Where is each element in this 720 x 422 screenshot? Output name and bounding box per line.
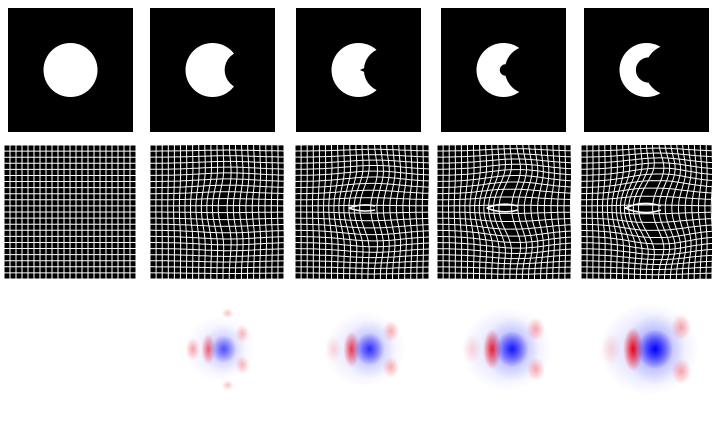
grid-panel-5 bbox=[581, 145, 712, 279]
negative-halo bbox=[625, 313, 686, 386]
fold-highlight bbox=[348, 204, 376, 212]
field-panel-2 bbox=[150, 292, 284, 422]
shape-panel-1 bbox=[8, 8, 133, 132]
grid-lines bbox=[150, 145, 284, 279]
shape-panel-2 bbox=[150, 8, 275, 132]
negative-halo bbox=[202, 323, 246, 375]
grid-panel-2 bbox=[150, 145, 284, 279]
positive-lobe bbox=[221, 308, 234, 319]
field-panel-1 bbox=[4, 292, 136, 422]
negative-halo bbox=[484, 316, 540, 382]
positive-lobe bbox=[325, 336, 342, 363]
shape-image-row bbox=[8, 8, 709, 132]
grid-panel-4 bbox=[437, 145, 571, 279]
shape-panel-4 bbox=[441, 8, 566, 132]
positive-lobe bbox=[185, 337, 200, 361]
positive-lobe bbox=[221, 380, 234, 391]
grid-panel-3 bbox=[295, 145, 429, 279]
shape-silhouette bbox=[296, 8, 421, 132]
shape-silhouette bbox=[441, 8, 566, 132]
field-panel-4 bbox=[437, 292, 571, 422]
field-panel-3 bbox=[295, 292, 429, 422]
fold-highlight bbox=[486, 203, 519, 213]
shape-silhouette bbox=[584, 8, 709, 132]
fold-highlight bbox=[624, 202, 662, 214]
shape-panel-5 bbox=[584, 8, 709, 132]
positive-lobe bbox=[463, 334, 482, 364]
negative-halo bbox=[345, 319, 395, 379]
positive-lobe bbox=[601, 333, 622, 366]
field-panel-5 bbox=[581, 292, 712, 422]
signed-field-row bbox=[4, 292, 712, 422]
shape-silhouette bbox=[8, 8, 133, 132]
grid-lines bbox=[4, 145, 136, 279]
grid-panel-1 bbox=[4, 145, 136, 279]
grid-lines bbox=[581, 145, 712, 279]
shape-silhouette bbox=[150, 8, 275, 132]
grid-lines bbox=[437, 145, 571, 279]
shape-panel-3 bbox=[296, 8, 421, 132]
deformation-grid-row bbox=[4, 145, 712, 279]
grid-lines bbox=[295, 145, 429, 279]
